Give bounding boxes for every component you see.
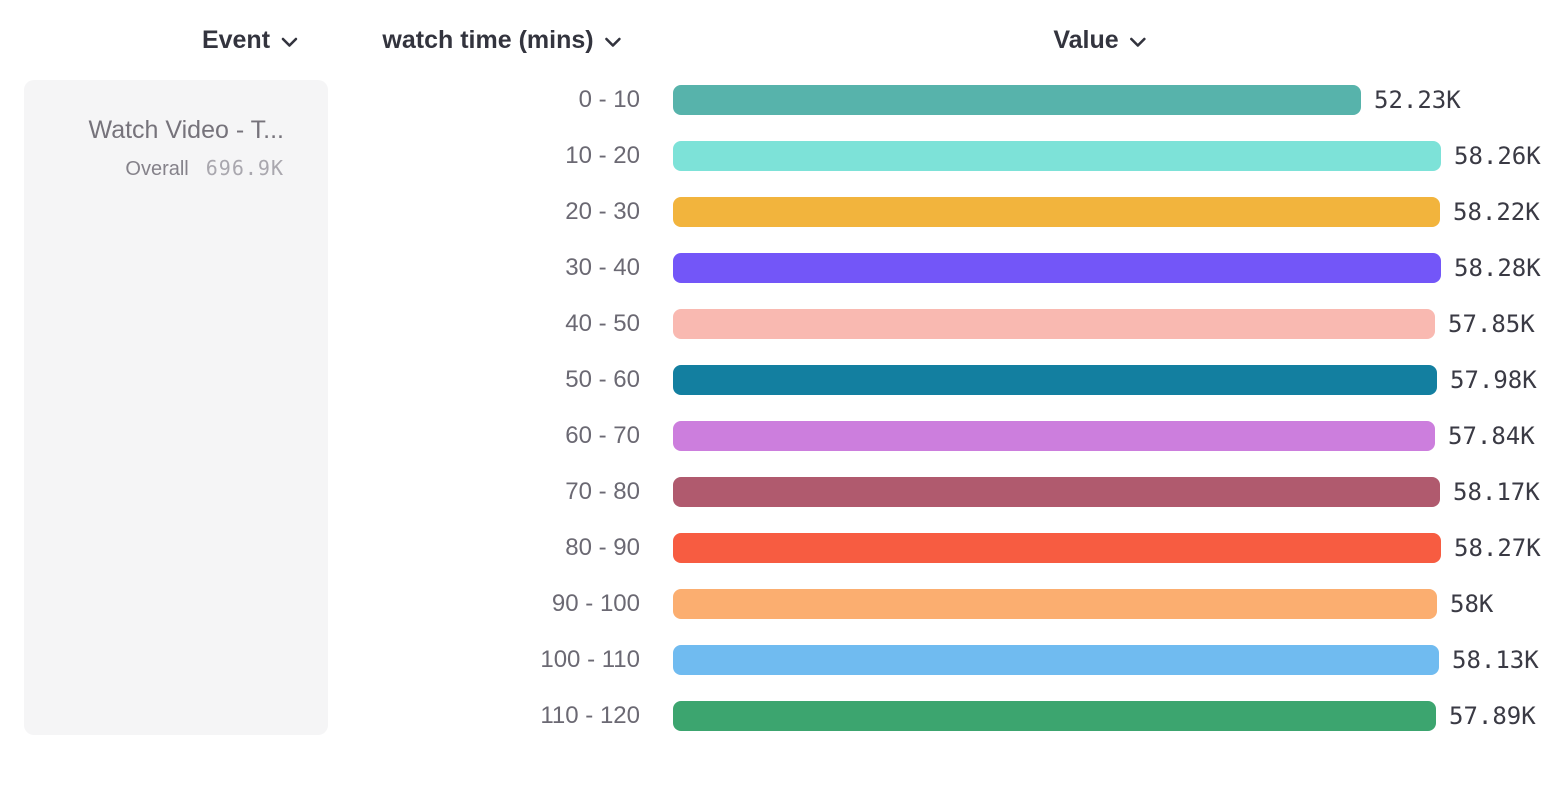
event-column-label: Event [201,26,271,54]
value-column-header[interactable]: Value [1053,26,1146,55]
bar-chart-row: 70 - 80 58.17K [0,464,1568,520]
bar-chart-row: 90 - 100 58K [0,576,1568,632]
bar-segment[interactable] [673,197,1440,227]
event-title: Watch Video - T... [88,116,284,144]
overall-value: 696.9K [205,156,284,180]
chevron-down-icon [1130,37,1147,48]
value-column-label: Value [1053,26,1119,54]
category-label: 70 - 80 [565,478,640,505]
overall-label: Overall [125,158,189,180]
breakdown-column-header[interactable]: watch time (mins) [382,26,621,55]
bar-value-label: 52.23K [1374,86,1461,114]
category-label: 40 - 50 [565,310,640,337]
category-label: 80 - 90 [565,534,640,561]
bar-chart-row: 20 - 30 58.22K [0,184,1568,240]
bar-chart-row: 30 - 40 58.28K [0,240,1568,296]
bar-segment[interactable] [673,309,1435,339]
bar-chart-row: 80 - 90 58.27K [0,520,1568,576]
bar-value-label: 58.26K [1454,142,1541,170]
bar-value-label: 57.98K [1450,366,1537,394]
bar-segment[interactable] [673,365,1437,395]
bar-value-label: 58.17K [1453,478,1540,506]
bar-chart-row: 60 - 70 57.84K [0,408,1568,464]
bar-segment[interactable] [673,421,1435,451]
bar-segment[interactable] [673,701,1436,731]
category-label: 20 - 30 [565,198,640,225]
category-label: 100 - 110 [540,646,640,673]
bar-segment[interactable] [673,533,1441,563]
bar-segment[interactable] [673,645,1439,675]
bar-segment[interactable] [673,85,1361,115]
bar-segment[interactable] [673,477,1440,507]
bar-chart-row: 100 - 110 58.13K [0,632,1568,688]
bar-value-label: 57.84K [1448,422,1535,450]
bar-value-label: 58.27K [1454,534,1541,562]
category-label: 10 - 20 [565,142,640,169]
bar-chart-row: 50 - 60 57.98K [0,352,1568,408]
bar-chart-row: 10 - 20 58.26K [0,128,1568,184]
breakdown-column-label: watch time (mins) [382,26,594,54]
bar-segment[interactable] [673,141,1441,171]
category-label: 110 - 120 [540,702,640,729]
bar-value-label: 58K [1450,590,1494,618]
category-label: 50 - 60 [565,366,640,393]
category-label: 90 - 100 [551,590,640,617]
category-label: 60 - 70 [565,422,640,449]
bar-segment[interactable] [673,589,1437,619]
bar-value-label: 58.22K [1453,198,1540,226]
bar-value-label: 58.13K [1452,646,1539,674]
chevron-down-icon [605,37,622,48]
bar-value-label: 57.85K [1448,310,1535,338]
bar-chart-row: 110 - 120 57.89K [0,688,1568,744]
chevron-down-icon [281,37,298,48]
bar-chart-row: 40 - 50 57.85K [0,296,1568,352]
event-legend-card[interactable]: Watch Video - T... Overall 696.9K [24,80,328,735]
bar-value-label: 57.89K [1449,702,1536,730]
event-column-header[interactable]: Event [202,26,298,55]
event-overall-row: Overall 696.9K [125,156,284,181]
category-label: 0 - 10 [578,86,640,113]
bar-segment[interactable] [673,253,1441,283]
category-label: 30 - 40 [565,254,640,281]
bar-value-label: 58.28K [1454,254,1541,282]
bar-chart-row: 0 - 10 52.23K [0,72,1568,128]
